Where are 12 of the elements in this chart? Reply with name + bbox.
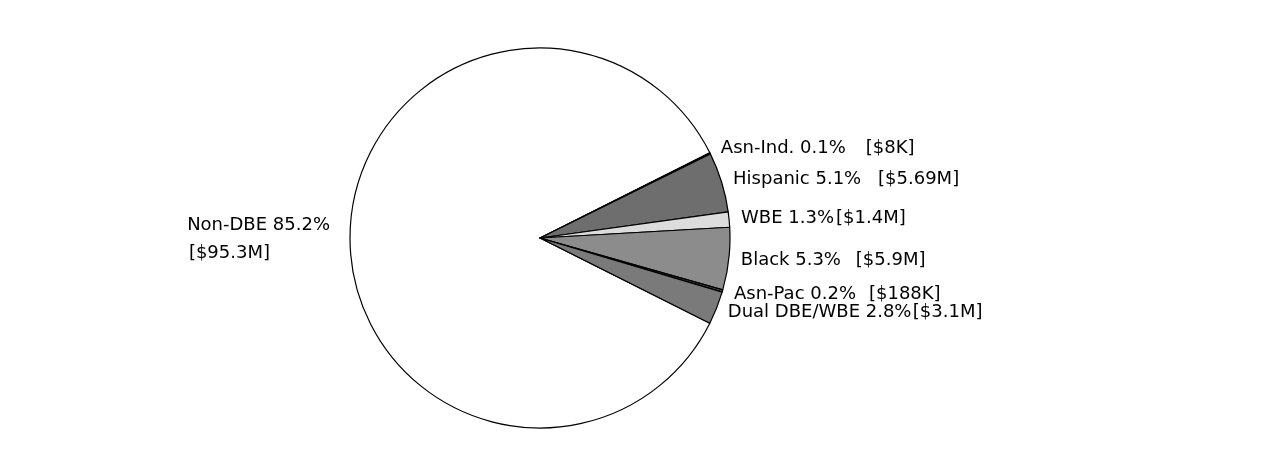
text: [$5.9M] — [855, 248, 926, 270]
text: [$95.3M] — [188, 241, 270, 262]
text: [$1.4M] — [836, 206, 906, 228]
text: [$8K] — [865, 135, 915, 157]
slice-label: Asn-Ind. 0.1% — [720, 135, 846, 157]
text: [$188K] — [868, 282, 941, 304]
slice-label: Non-DBE 85.2% — [187, 213, 330, 234]
slice-label: WBE 1.3% — [741, 206, 835, 228]
slice-label: Black 5.3% — [740, 248, 841, 270]
slice-label: Hispanic 5.1% — [733, 166, 862, 188]
slice-label: Asn-Pac 0.2% — [733, 282, 857, 304]
text: [$5.69M] — [878, 166, 960, 188]
